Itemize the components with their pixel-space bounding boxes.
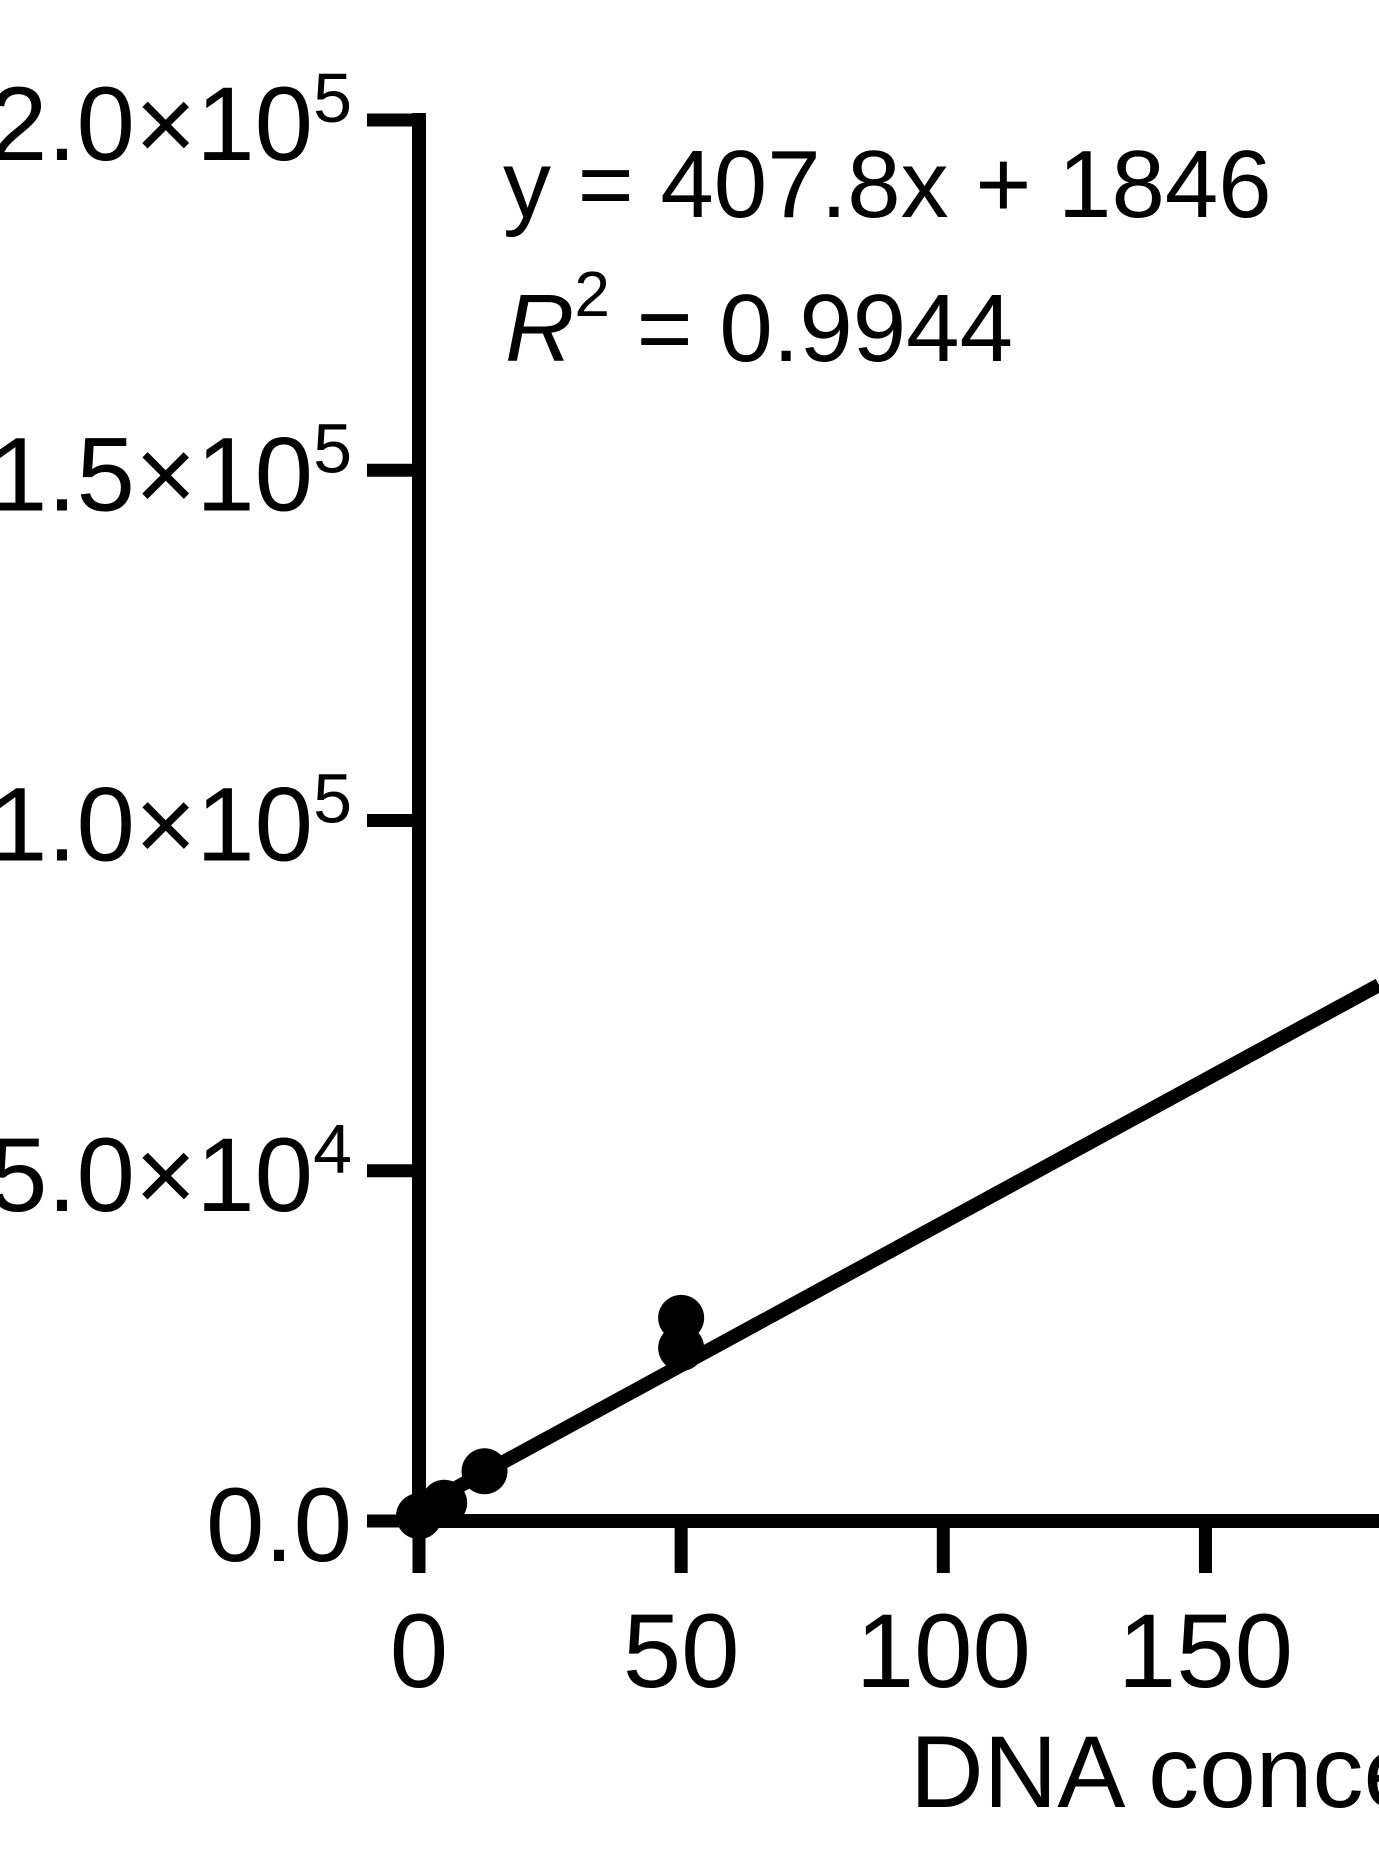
y-tick-label: 2.0×105: [0, 59, 352, 183]
x-tick-label: 150: [1118, 1593, 1293, 1710]
x-tick-label: 100: [856, 1593, 1031, 1710]
data-point: [658, 1294, 705, 1341]
x-tick-label: 0: [390, 1593, 448, 1710]
y-tick-label: 1.0×105: [0, 760, 352, 884]
data-point: [421, 1479, 468, 1526]
x-axis-title: DNA conce: [910, 1715, 1379, 1829]
y-tick-label: 1.5×105: [0, 409, 352, 533]
x-tick-label: 50: [623, 1593, 740, 1710]
y-tick-label: 5.0×104: [0, 1110, 352, 1234]
regression-line: [415, 978, 1379, 1515]
regression-equation-label: y = 407.8x + 1846: [503, 131, 1272, 238]
y-tick-label: 0.0: [206, 1467, 352, 1584]
r-squared-label: R2 = 0.9944: [505, 258, 1013, 382]
data-point: [461, 1448, 508, 1495]
